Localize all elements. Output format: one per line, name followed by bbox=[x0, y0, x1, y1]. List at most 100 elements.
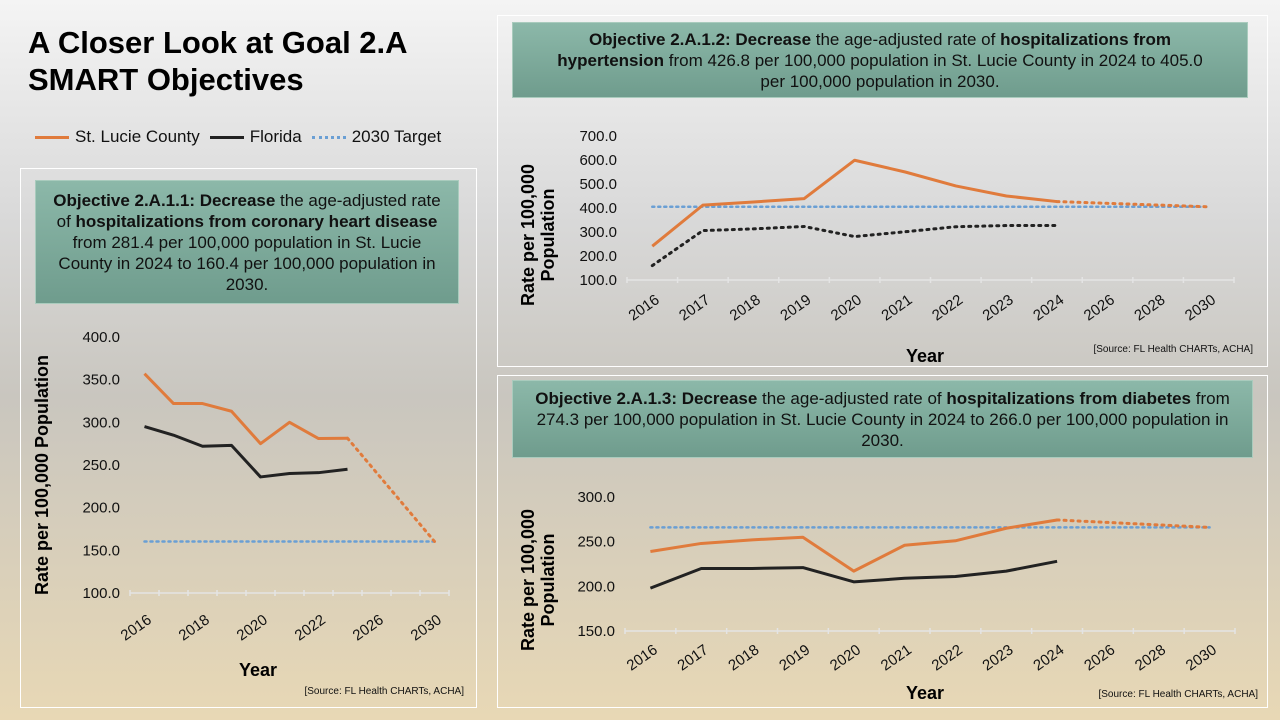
st-lucie-projection-line bbox=[346, 436, 436, 543]
objective-text-bold: Objective 2.A.1.3: Decrease bbox=[535, 388, 758, 408]
y-tick-label: 150.0 bbox=[577, 623, 615, 640]
y-axis-title: Rate per 100,000 Population bbox=[32, 355, 52, 595]
objective-text-regular: the age-adjusted rate of bbox=[56, 190, 441, 231]
y-tick-label: 400.0 bbox=[82, 329, 120, 346]
legend-swatch-st-lucie bbox=[35, 135, 69, 139]
x-tick-label: 2017 bbox=[674, 641, 711, 674]
panel-hypertension bbox=[497, 15, 1268, 367]
objective-box-hypertension: Objective 2.A.1.2: Decrease the age-adju… bbox=[512, 22, 1248, 98]
x-tick-label: 2022 bbox=[929, 291, 966, 324]
florida-line bbox=[144, 425, 348, 479]
st-lucie-line bbox=[143, 372, 348, 446]
chart-0: 100.0 150.0 200.0 250.0 300.0 350.0 400.0 2016 2… bbox=[32, 329, 464, 697]
x-tick-label: 2021 bbox=[878, 291, 915, 324]
x-tick-label: 2026 bbox=[1081, 291, 1118, 324]
legend-label-st-lucie: St. Lucie County bbox=[75, 127, 200, 146]
x-tick-label: 2018 bbox=[725, 641, 762, 674]
x-tick-label: 2016 bbox=[118, 611, 155, 644]
x-tick-label: 2016 bbox=[625, 291, 662, 324]
y-tick-label: 250.0 bbox=[577, 534, 615, 551]
source-note: [Source: FL Health CHARTs, ACHA] bbox=[1093, 344, 1253, 355]
y-axis-title: Rate per 100,000Population bbox=[518, 164, 558, 306]
source-note: [Source: FL Health CHARTs, ACHA] bbox=[1098, 689, 1258, 700]
y-tick-label: 200.0 bbox=[577, 578, 615, 595]
y-tick-label: 500.0 bbox=[579, 176, 617, 193]
chart-legend: St. Lucie County Florida 2030 Target bbox=[35, 127, 441, 147]
slide-title: A Closer Look at Goal 2.A SMART Objectiv… bbox=[28, 24, 408, 98]
x-tick-label: 2018 bbox=[727, 291, 764, 324]
x-tick-label: 2030 bbox=[1182, 291, 1219, 324]
x-tick-label: 2026 bbox=[1081, 641, 1118, 674]
st-lucie-line bbox=[651, 158, 1058, 248]
x-tick-label: 2023 bbox=[980, 291, 1017, 324]
chart-2: 150.0 200.0 250.0 300.0 2016 2017 2018 2019 2020… bbox=[518, 489, 1258, 703]
chart-1: 100.0 200.0 300.0 400.0 500.0 600.0 700.0 2016 2… bbox=[518, 128, 1253, 366]
y-axis-title-line1: Rate per 100,000 bbox=[518, 164, 538, 306]
y-tick-label: 300.0 bbox=[577, 489, 615, 506]
x-tick-label: 2019 bbox=[777, 291, 814, 324]
panel-chd bbox=[20, 168, 477, 708]
x-tick-label: 2021 bbox=[878, 641, 915, 674]
legend-swatch-florida bbox=[209, 135, 244, 139]
objective-text-regular: from 281.4 per 100,000 population in St.… bbox=[58, 232, 436, 294]
x-tick-label: 2019 bbox=[776, 641, 813, 674]
x-axis-title: Year bbox=[239, 660, 277, 680]
x-tick-label: 2020 bbox=[828, 291, 865, 324]
x-axis-title: Year bbox=[906, 683, 944, 703]
legend-label-florida: Florida bbox=[249, 127, 302, 146]
y-tick-label: 150.0 bbox=[82, 542, 120, 559]
legend-swatch-target bbox=[311, 135, 346, 139]
y-axis-title-line1: Rate per 100,000 bbox=[518, 509, 538, 651]
x-tick-label: 2023 bbox=[979, 641, 1016, 674]
florida-line bbox=[650, 224, 1059, 268]
x-tick-label: 2030 bbox=[408, 611, 445, 644]
objective-text-bold: hospitalizations from hypertension bbox=[557, 29, 1172, 70]
y-tick-label: 350.0 bbox=[82, 372, 120, 389]
objective-box-diabetes: Objective 2.A.1.3: Decrease the age-adju… bbox=[512, 380, 1253, 458]
objective-text: Objective 2.A.1.3: Decrease the age-adju… bbox=[521, 388, 1244, 451]
st-lucie-projection-line bbox=[1055, 200, 1211, 209]
legend-label-target: 2030 Target bbox=[351, 127, 442, 146]
y-tick-label: 200.0 bbox=[82, 500, 120, 517]
x-tick-label: 2020 bbox=[234, 611, 271, 644]
x-tick-label: 2022 bbox=[929, 641, 966, 674]
x-tick-label: 2028 bbox=[1131, 291, 1168, 324]
y-tick-label: 700.0 bbox=[579, 128, 617, 145]
objective-text: Objective 2.A.1.1: Decrease the age-adju… bbox=[44, 190, 450, 295]
y-axis-title-line2: Population bbox=[538, 189, 558, 282]
x-tick-label: 2016 bbox=[624, 641, 661, 674]
x-tick-label: 2026 bbox=[350, 611, 387, 644]
objective-text-bold: Objective 2.A.1.1: Decrease bbox=[53, 190, 276, 210]
y-tick-label: 600.0 bbox=[579, 152, 617, 169]
objective-text-regular: from 274.3 per 100,000 population in St.… bbox=[536, 388, 1230, 450]
x-tick-label: 2022 bbox=[292, 611, 329, 644]
panel-diabetes bbox=[497, 375, 1268, 708]
slide-title-line1: A Closer Look at Goal 2.A bbox=[28, 25, 408, 60]
objective-text-regular: from 426.8 per 100,000 population in St.… bbox=[664, 50, 1203, 91]
x-tick-label: 2028 bbox=[1132, 641, 1169, 674]
y-tick-label: 300.0 bbox=[579, 224, 617, 241]
objective-box-chd: Objective 2.A.1.1: Decrease the age-adju… bbox=[35, 180, 459, 304]
y-tick-label: 100.0 bbox=[579, 272, 617, 289]
florida-line bbox=[649, 559, 1058, 590]
objective-text-bold: hospitalizations from diabetes bbox=[946, 388, 1192, 408]
x-tick-label: 2018 bbox=[176, 611, 213, 644]
x-axis-title: Year bbox=[906, 346, 944, 366]
objective-text-regular: the age-adjusted rate of bbox=[757, 388, 947, 408]
y-tick-label: 250.0 bbox=[82, 457, 120, 474]
objective-text: Objective 2.A.1.2: Decrease the age-adju… bbox=[553, 29, 1207, 92]
source-note: [Source: FL Health CHARTs, ACHA] bbox=[304, 686, 464, 697]
y-tick-label: 300.0 bbox=[82, 414, 120, 431]
y-tick-label: 200.0 bbox=[579, 248, 617, 265]
st-lucie-projection-line bbox=[1055, 518, 1212, 529]
objective-text-bold: Objective 2.A.1.2: Decrease bbox=[588, 29, 812, 49]
y-axis-title-line2: Population bbox=[538, 534, 558, 627]
x-tick-label: 2024 bbox=[1030, 641, 1067, 674]
objective-text-bold: hospitalizations from coronary heart dis… bbox=[75, 211, 438, 231]
y-axis-title: Rate per 100,000Population bbox=[518, 509, 558, 651]
objective-text-regular: the age-adjusted rate of bbox=[811, 29, 1001, 49]
slide-title-line2: SMART Objectives bbox=[28, 62, 304, 97]
x-tick-label: 2030 bbox=[1183, 641, 1220, 674]
x-tick-label: 2020 bbox=[827, 641, 864, 674]
